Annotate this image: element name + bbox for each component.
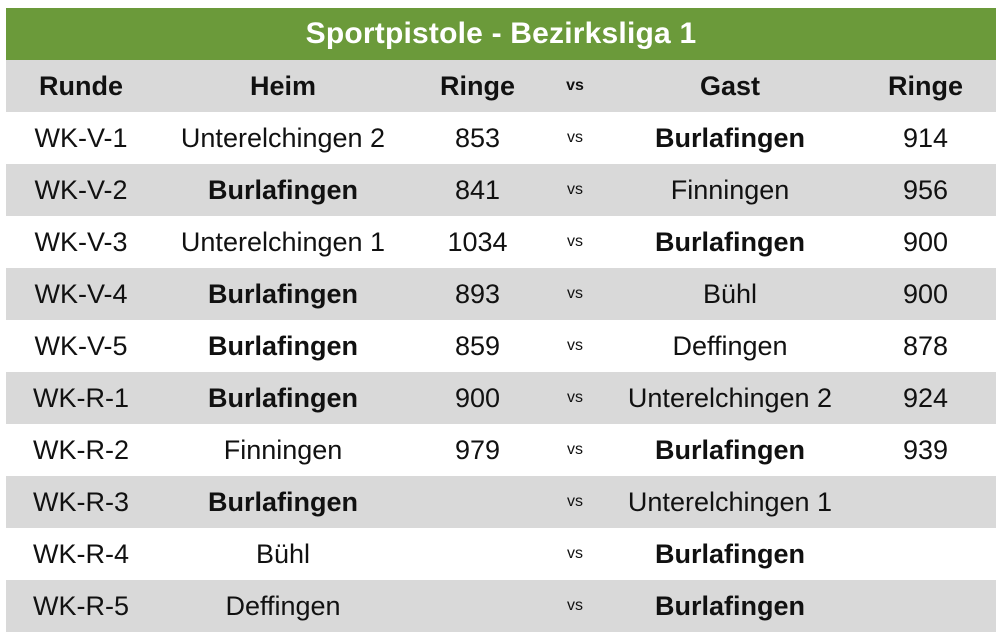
cell-runde: WK-R-1 [33,382,129,413]
cell-ringe-gast: 900 [902,278,949,309]
cell-ringe-heim [410,476,545,528]
cell-gast: Burlafingen [654,434,805,465]
table-row: WK-R-5 Deffingen vs Burlafingen [6,580,996,632]
cell-gast: Bühl [702,278,758,309]
header-gast: Gast [699,70,761,101]
cell-ringe-heim [410,528,545,580]
cell-heim: Unterelchingen 1 [180,226,386,257]
cell-gast: Burlafingen [654,590,805,621]
cell-vs: vs [567,597,583,614]
results-sheet: Sportpistole - Bezirksliga 1 Runde Heim … [6,8,996,632]
table-row: WK-V-4 Burlafingen 893 vs Bühl 900 [6,268,996,320]
cell-ringe-heim: 859 [454,330,501,361]
cell-ringe-heim: 853 [454,122,501,153]
cell-gast: Finningen [670,174,790,205]
table-row: WK-V-3 Unterelchingen 1 1034 vs Burlafingen 9… [6,216,996,268]
cell-gast: Burlafingen [654,226,805,257]
cell-gast: Deffingen [672,330,788,361]
cell-ringe-gast [855,476,996,528]
results-body: WK-V-1 Unterelchingen 2 853 vs Burlafingen 91… [6,112,996,632]
cell-runde: WK-V-5 [34,330,128,361]
cell-runde: WK-V-3 [34,226,128,257]
cell-ringe-heim: 893 [454,278,501,309]
table-row: WK-V-1 Unterelchingen 2 853 vs Burlafingen 91… [6,112,996,164]
header-heim: Heim [249,70,317,101]
header-ringe-gast: Ringe [887,70,963,101]
cell-vs: vs [567,441,583,458]
cell-vs: vs [567,337,583,354]
cell-ringe-gast: 878 [902,330,949,361]
results-table: Runde Heim Ringe vs Gast Ringe WK-V-1 Unt… [6,60,996,632]
cell-ringe-gast: 900 [902,226,949,257]
table-row: WK-R-4 Bühl vs Burlafingen [6,528,996,580]
cell-heim: Burlafingen [207,278,358,309]
sheet-title: Sportpistole - Bezirksliga 1 [6,8,996,60]
cell-ringe-gast [855,528,996,580]
cell-gast: Burlafingen [654,538,805,569]
cell-ringe-gast: 956 [902,174,949,205]
cell-heim: Burlafingen [207,382,358,413]
cell-runde: WK-V-2 [34,174,128,205]
cell-gast: Unterelchingen 1 [627,486,833,517]
header-runde: Runde [39,70,123,101]
cell-heim: Burlafingen [207,486,358,517]
cell-ringe-heim: 900 [454,382,501,413]
table-row: WK-R-2 Finningen 979 vs Burlafingen 939 [6,424,996,476]
cell-vs: vs [567,493,583,510]
cell-runde: WK-V-1 [34,122,128,153]
cell-heim: Burlafingen [207,330,358,361]
cell-ringe-heim: 979 [454,434,501,465]
cell-gast: Unterelchingen 2 [627,382,833,413]
cell-heim: Deffingen [225,590,341,621]
cell-runde: WK-R-5 [33,590,129,621]
cell-heim: Unterelchingen 2 [180,122,386,153]
header-vs: vs [566,77,584,94]
cell-ringe-heim [410,580,545,632]
cell-vs: vs [567,181,583,198]
cell-vs: vs [567,233,583,250]
cell-vs: vs [567,389,583,406]
table-row: WK-V-2 Burlafingen 841 vs Finningen 956 [6,164,996,216]
table-row: WK-V-5 Burlafingen 859 vs Deffingen 878 [6,320,996,372]
cell-ringe-gast: 914 [902,122,949,153]
cell-vs: vs [567,545,583,562]
header-ringe-heim: Ringe [439,70,515,101]
table-row: WK-R-3 Burlafingen vs Unterelchingen 1 [6,476,996,528]
cell-runde: WK-R-2 [33,434,129,465]
cell-heim: Finningen [223,434,343,465]
cell-ringe-gast: 924 [902,382,949,413]
cell-ringe-gast: 939 [902,434,949,465]
cell-heim: Bühl [255,538,311,569]
table-row: WK-R-1 Burlafingen 900 vs Unterelchingen 2 92… [6,372,996,424]
cell-ringe-heim: 1034 [447,226,508,257]
cell-heim: Burlafingen [207,174,358,205]
cell-gast: Burlafingen [654,122,805,153]
cell-runde: WK-V-4 [34,278,128,309]
cell-ringe-heim: 841 [454,174,501,205]
cell-vs: vs [567,285,583,302]
cell-ringe-gast [855,580,996,632]
cell-runde: WK-R-4 [33,538,129,569]
header-row: Runde Heim Ringe vs Gast Ringe [6,60,996,112]
cell-vs: vs [567,129,583,146]
cell-runde: WK-R-3 [33,486,129,517]
